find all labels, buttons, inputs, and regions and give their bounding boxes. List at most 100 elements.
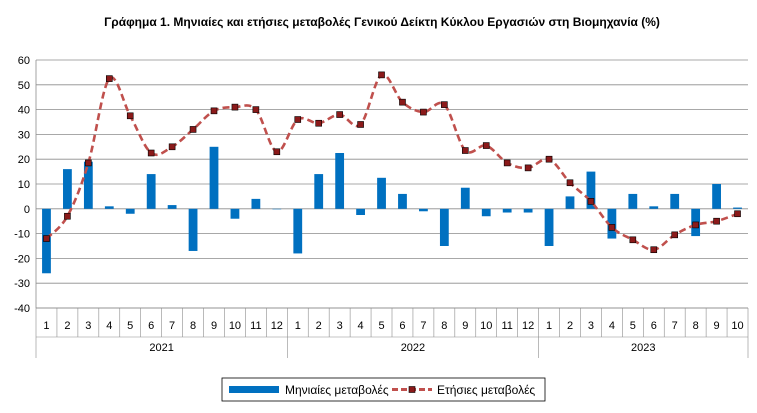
- legend-box: [221, 377, 546, 402]
- bar: [293, 208, 303, 254]
- y-tick-label: 0: [24, 204, 30, 216]
- bar: [733, 207, 742, 209]
- x-tick-label: 6: [148, 320, 154, 332]
- x-tick-label: 12: [522, 320, 534, 332]
- x-tick-label: 8: [693, 320, 699, 332]
- line-marker: [461, 147, 469, 154]
- line-marker: [315, 119, 323, 127]
- line-marker: [524, 164, 532, 172]
- bar: [712, 184, 721, 209]
- bar: [481, 208, 491, 217]
- x-tick-label: 11: [250, 320, 261, 332]
- bar: [377, 177, 386, 209]
- line-marker: [399, 98, 406, 106]
- line-marker: [168, 143, 176, 151]
- x-tick-label: 5: [378, 320, 384, 332]
- x-tick-label: 7: [420, 320, 426, 332]
- bar: [649, 206, 659, 209]
- y-tick-label: -40: [14, 303, 30, 315]
- bar: [209, 146, 219, 209]
- x-tick-label: 4: [106, 320, 112, 332]
- x-tick-label: 7: [672, 320, 678, 332]
- x-tick-label: 9: [714, 320, 720, 332]
- x-tick-label: 10: [480, 320, 492, 332]
- line-marker: [441, 101, 448, 108]
- x-axis: 1 2 3 4 5 6 7 8 9 10 11 12 1 2 3 4 5 6 7 8 9 10 11 12 1 2 3 4 5 6 7 8 9 1…: [35, 307, 749, 358]
- bar: [63, 169, 72, 209]
- line-marker: [503, 159, 511, 167]
- bar: [146, 174, 156, 209]
- bar: [523, 208, 533, 213]
- bar: [502, 208, 512, 213]
- line-marker: [671, 231, 679, 239]
- x-tick-label: 5: [630, 320, 636, 332]
- line-marker: [692, 221, 699, 229]
- line-marker: [629, 236, 637, 244]
- y-tick-label: -30: [14, 278, 30, 290]
- x-tick-label: 10: [229, 320, 241, 332]
- line-marker: [210, 107, 218, 115]
- x-tick-label: 4: [358, 320, 364, 332]
- x-tick-label: 2: [316, 320, 322, 332]
- bar: [544, 208, 554, 246]
- bar: [398, 193, 407, 209]
- line-marker: [43, 235, 50, 242]
- y-axis: -40 -30 -20 -10 0 10 20 30 40 50 60: [14, 55, 37, 315]
- bar: [628, 193, 638, 209]
- x-tick-label: 7: [169, 320, 175, 332]
- line-marker: [545, 155, 553, 163]
- line-marker: [482, 142, 490, 149]
- line-marker: [147, 149, 155, 157]
- bar: [607, 208, 617, 239]
- bar: [586, 171, 596, 209]
- line-marker: [587, 198, 595, 205]
- line-marker: [378, 71, 385, 79]
- bar: [565, 196, 575, 209]
- yearly-line-path: [45, 73, 738, 252]
- x-tick-label: 12: [271, 320, 283, 332]
- line-marker: [273, 148, 281, 156]
- year-label: 2022: [401, 342, 425, 354]
- yearly-line: [43, 71, 741, 254]
- legend-bar-label: Μηνιαίες μεταβολές: [285, 383, 389, 397]
- bar: [167, 205, 177, 209]
- x-tick-label: 6: [651, 320, 657, 332]
- bar: [419, 208, 428, 212]
- legend-bar-swatch: [229, 386, 279, 393]
- y-tick-label: 50: [18, 80, 30, 92]
- x-tick-label: 6: [399, 320, 405, 332]
- line-marker: [566, 179, 574, 187]
- bar: [314, 174, 324, 209]
- x-tick-label: 11: [501, 320, 512, 332]
- chart-title: Γράφημα 1. Μηνιαίες και ετήσιες μεταβολέ…: [104, 15, 660, 29]
- x-tick-label: 8: [190, 320, 196, 332]
- x-tick-label: 9: [462, 320, 468, 332]
- bar: [460, 187, 470, 209]
- line-marker: [231, 103, 239, 111]
- year-label: 2023: [631, 342, 655, 354]
- bar: [188, 208, 198, 251]
- x-tick-label: 2: [64, 320, 70, 332]
- year-label: 2021: [149, 342, 173, 354]
- monthly-bars: [42, 146, 742, 274]
- bar: [439, 208, 449, 246]
- x-tick-label: 9: [211, 320, 217, 332]
- x-tick-label: 8: [441, 320, 447, 332]
- x-tick-label: 2: [567, 320, 573, 332]
- x-tick-label: 1: [546, 320, 552, 332]
- line-marker: [357, 121, 364, 128]
- line-marker: [64, 212, 71, 220]
- bar: [356, 208, 365, 215]
- x-tick-label: 5: [127, 320, 133, 332]
- line-marker: [252, 106, 260, 113]
- x-tick-label: 1: [43, 320, 49, 332]
- gridlines: [36, 59, 748, 309]
- legend-line-label: Ετήσιες μεταβολές: [437, 383, 535, 397]
- y-tick-label: 30: [18, 129, 30, 141]
- line-marker: [734, 210, 741, 218]
- y-tick-label: -20: [14, 253, 30, 265]
- bar: [125, 208, 135, 214]
- y-tick-label: 10: [18, 179, 30, 191]
- bar: [230, 208, 240, 219]
